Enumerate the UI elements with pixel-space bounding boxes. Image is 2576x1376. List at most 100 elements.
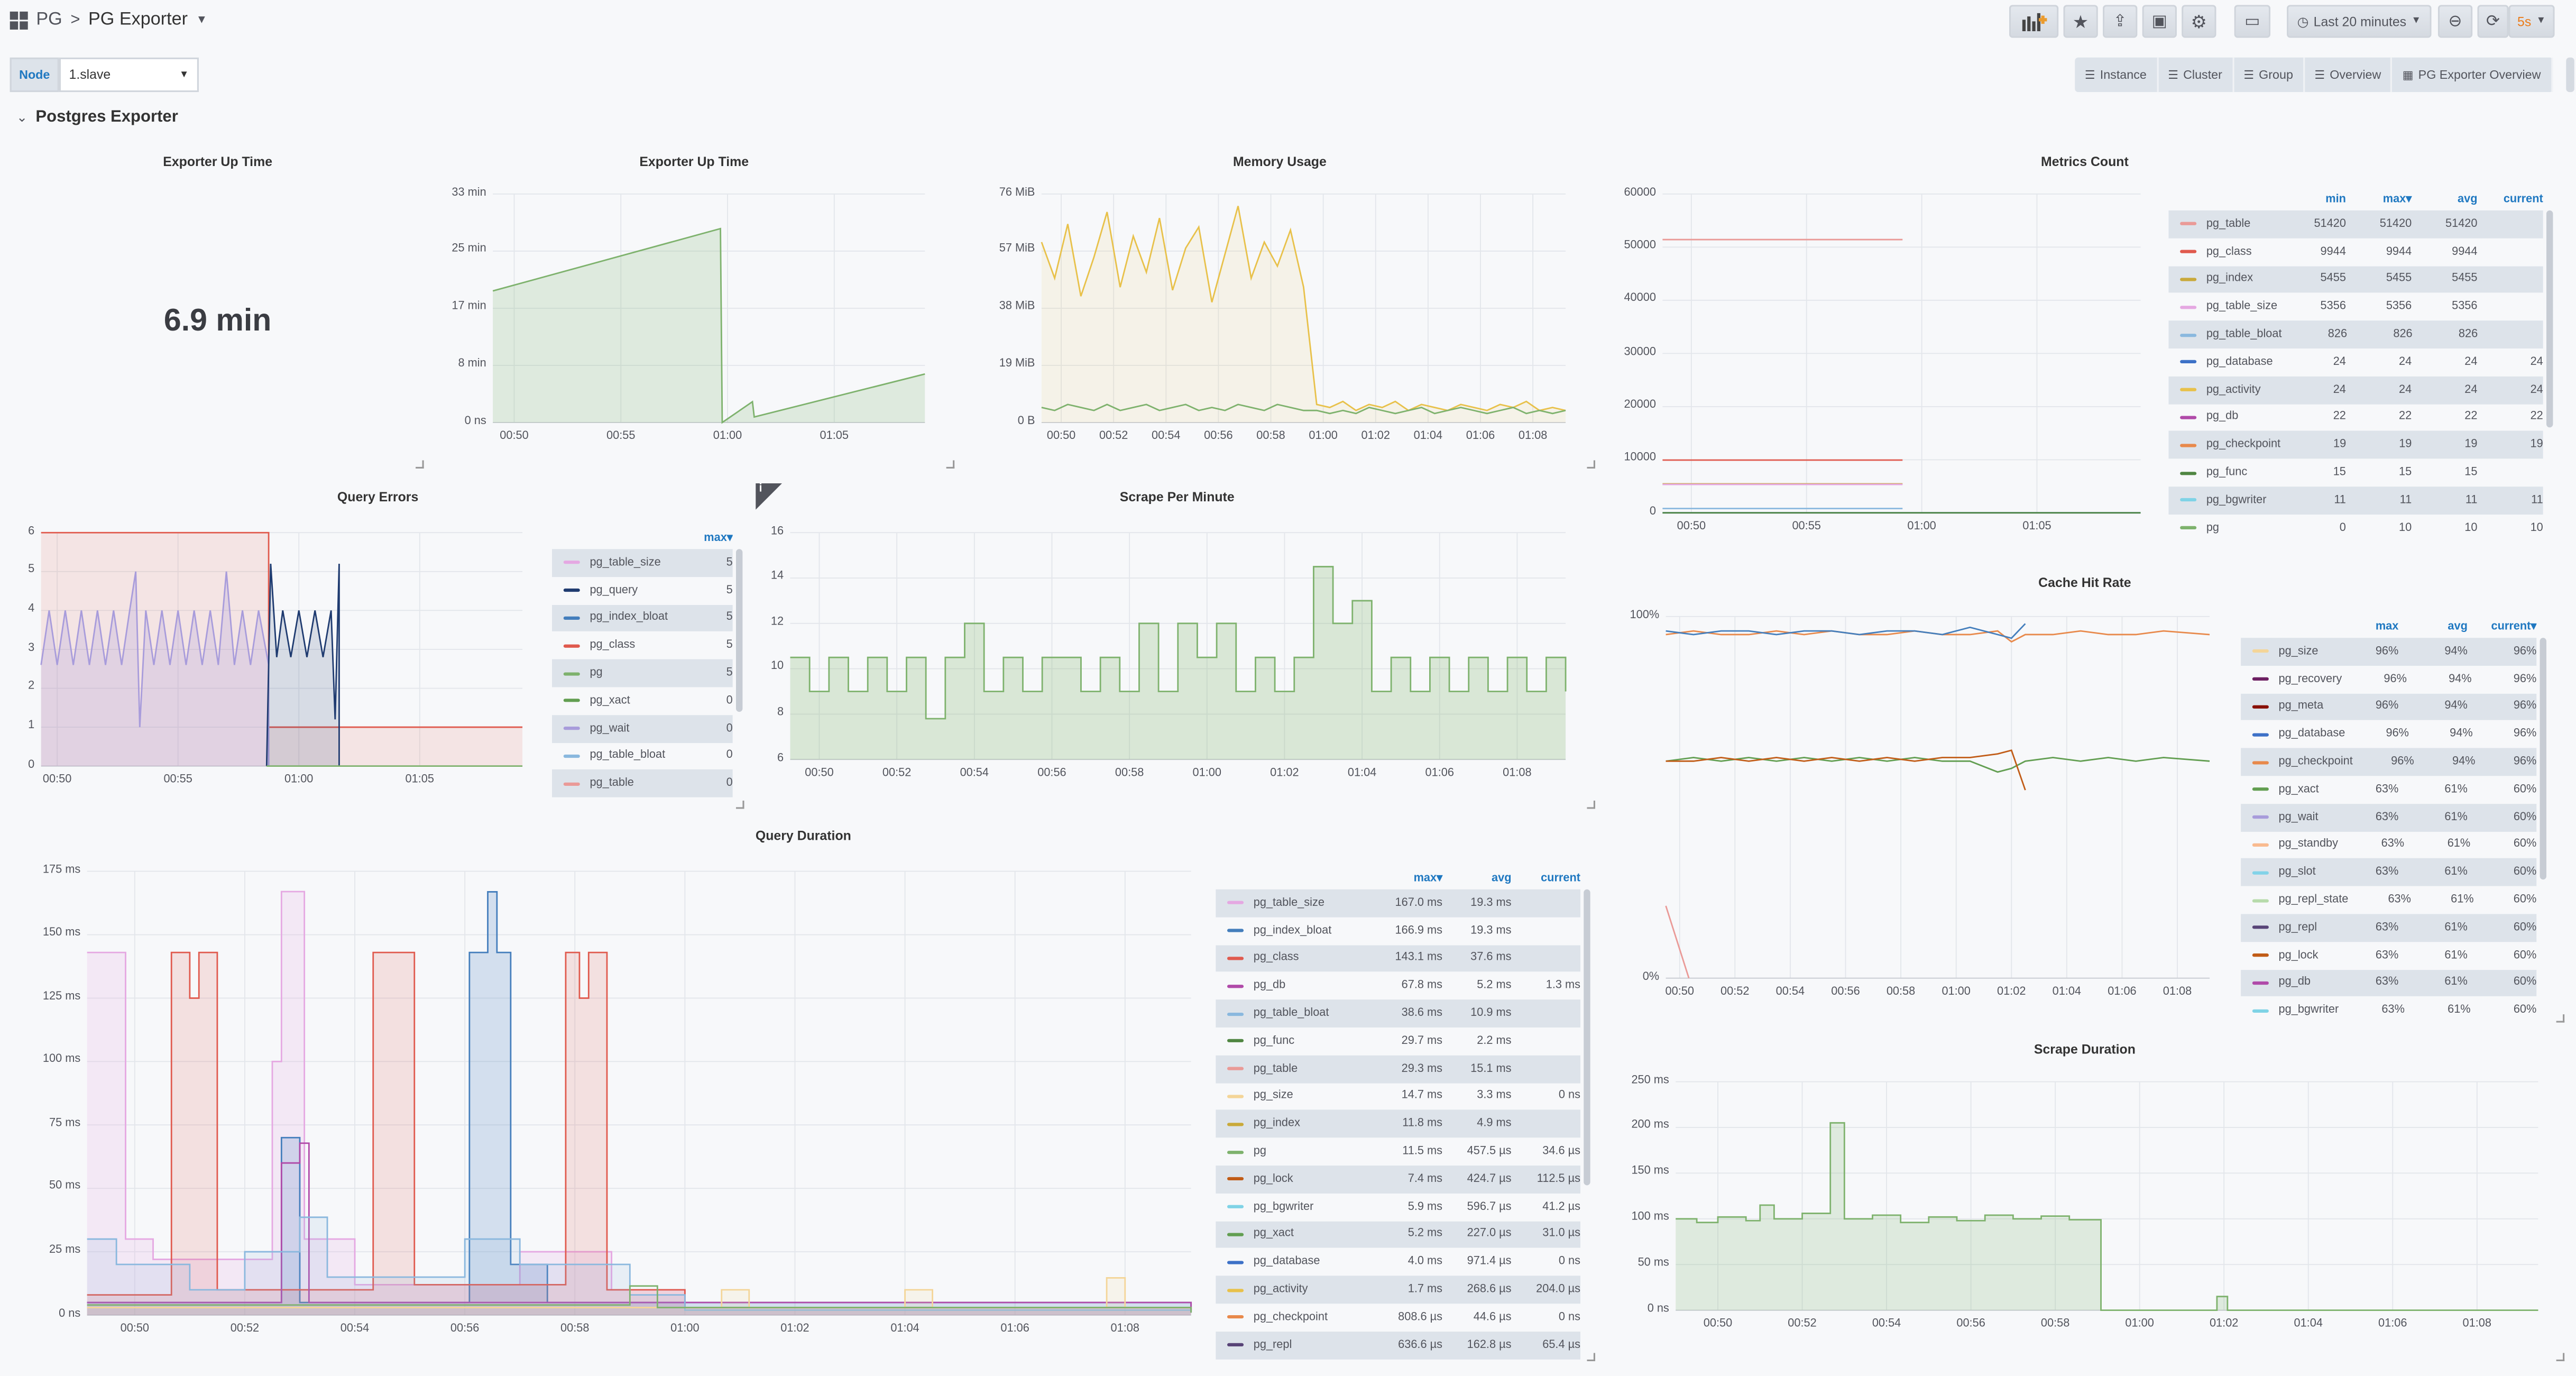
- legend-item[interactable]: pg_index 11.8 ms 4.9 ms: [1216, 1110, 1581, 1138]
- refresh-button[interactable]: ⟳: [2477, 5, 2509, 38]
- refresh-interval-picker[interactable]: 5s ▼: [2508, 5, 2555, 38]
- legend-item[interactable]: pg_lock 63% 61% 60%: [2241, 942, 2536, 969]
- chevron-down-icon[interactable]: ▼: [196, 14, 208, 26]
- legend-scrollbar[interactable]: [2546, 210, 2553, 428]
- legend-item[interactable]: pg_db 63% 61% 60%: [2241, 969, 2537, 997]
- legend-column-current[interactable]: current: [1541, 872, 1581, 884]
- panel-title[interactable]: Query Errors: [337, 490, 419, 505]
- legend-item[interactable]: pg 0 10 10 10: [2168, 514, 2543, 542]
- add-panel-button[interactable]: [2009, 5, 2059, 38]
- zoom-out-button[interactable]: ⊖: [2437, 5, 2473, 38]
- dashboard-link-instance[interactable]: ☰ Instance: [2075, 57, 2158, 93]
- legend-item[interactable]: pg_class 9944 9944 9944: [2168, 238, 2543, 265]
- legend-scrollbar[interactable]: [2540, 638, 2547, 880]
- panel-title[interactable]: Metrics Count: [2041, 154, 2129, 170]
- legend-item[interactable]: pg_table 51420 51420 51420: [2168, 210, 2543, 238]
- legend-item[interactable]: pg_wait 0: [551, 714, 733, 742]
- panel-title[interactable]: Scrape Duration: [2034, 1042, 2136, 1057]
- legend-item[interactable]: pg_checkpoint 19 19 19 19: [2168, 431, 2543, 459]
- legend-item[interactable]: pg_table 29.3 ms 15.1 ms: [1216, 1055, 1581, 1083]
- time-picker[interactable]: ◷ Last 20 minutes ▼: [2287, 5, 2432, 38]
- legend-item[interactable]: pg_activity 1.7 ms 268.6 µs 204.0 µs: [1216, 1276, 1581, 1304]
- legend-item[interactable]: pg_query 5: [552, 577, 733, 604]
- legend-item[interactable]: pg_func 29.7 ms 2.2 ms: [1216, 1028, 1580, 1055]
- dashboard-title[interactable]: PG Exporter: [88, 10, 188, 30]
- dashboard-link-cluster[interactable]: ☰ Cluster: [2158, 57, 2234, 93]
- legend-item[interactable]: pg_xact 0: [552, 687, 733, 714]
- dashboard-link-group[interactable]: ☰ Group: [2234, 57, 2305, 93]
- legend-column-max[interactable]: max▾: [1413, 873, 1443, 885]
- save-button[interactable]: ▣: [2142, 5, 2177, 38]
- row-header[interactable]: ⌄ Postgres Exporter: [16, 108, 178, 126]
- legend-item[interactable]: pg_lock 7.4 ms 424.7 µs 112.5 µs: [1216, 1165, 1581, 1194]
- node-select[interactable]: 1.slave ▼: [59, 57, 199, 93]
- legend-item[interactable]: pg_database 24 24 24 24: [2168, 348, 2543, 376]
- settings-button[interactable]: ⚙: [2182, 5, 2216, 38]
- legend-column-current[interactable]: current▾: [2491, 621, 2537, 633]
- legend-item[interactable]: pg_bgwriter 63% 61% 60%: [2241, 997, 2536, 1017]
- legend-item[interactable]: pg_slot 63% 61% 60%: [2241, 858, 2537, 887]
- legend-item[interactable]: pg_database 96% 94% 96%: [2241, 721, 2536, 748]
- legend-item[interactable]: pg_xact 63% 61% 60%: [2241, 776, 2536, 803]
- legend-column-min[interactable]: min: [2325, 193, 2346, 205]
- legend-item[interactable]: pg_standby 63% 61% 60%: [2241, 831, 2536, 859]
- legend-item[interactable]: pg_func 15 15 15: [2168, 459, 2543, 487]
- legend-scrollbar[interactable]: [735, 549, 743, 712]
- resize-handle[interactable]: [735, 800, 744, 809]
- dashboard-link-overview[interactable]: ☰ Overview: [2305, 57, 2393, 93]
- legend-item[interactable]: pg_class 5: [552, 632, 733, 659]
- legend-item[interactable]: pg_repl 63% 61% 60%: [2241, 914, 2537, 942]
- panel-title[interactable]: Query Duration: [755, 828, 851, 843]
- legend-item[interactable]: pg_table_size 167.0 ms 19.3 ms: [1216, 889, 1581, 918]
- dashboards-grid-icon[interactable]: [10, 11, 28, 29]
- panel-title[interactable]: Cache Hit Rate: [2038, 575, 2131, 591]
- legend-item[interactable]: pg_database 4.0 ms 971.4 µs 0 ns: [1216, 1249, 1580, 1276]
- legend-item[interactable]: pg_index_bloat 5: [551, 604, 733, 632]
- legend-item[interactable]: pg_class 143.1 ms 37.6 ms: [1216, 944, 1581, 973]
- scrollbar[interactable]: [2566, 57, 2574, 93]
- legend-column-max[interactable]: max▾: [704, 533, 733, 544]
- breadcrumb-folder[interactable]: PG: [36, 10, 62, 30]
- legend-column-avg[interactable]: avg: [1492, 872, 1512, 884]
- legend-item[interactable]: pg 11.5 ms 457.5 µs 34.6 µs: [1216, 1138, 1580, 1166]
- legend-scrollbar[interactable]: [1584, 889, 1590, 1186]
- legend-item[interactable]: pg_size 14.7 ms 3.3 ms 0 ns: [1216, 1083, 1580, 1110]
- legend-item[interactable]: pg_table_bloat 38.6 ms 10.9 ms: [1216, 999, 1581, 1028]
- panel-title[interactable]: Scrape Per Minute: [1119, 490, 1235, 505]
- legend-item[interactable]: pg_table_bloat 0: [552, 742, 733, 770]
- dashboard-link-pg-exporter-overview[interactable]: ▦ PG Exporter Overview: [2393, 57, 2553, 93]
- legend-column-avg[interactable]: avg: [2448, 620, 2468, 632]
- legend-item[interactable]: pg_table_bloat 826 826 826: [2168, 320, 2543, 348]
- resize-handle[interactable]: [416, 460, 424, 469]
- legend-item[interactable]: pg_table_size 5: [551, 549, 733, 577]
- resize-handle[interactable]: [1587, 1353, 1595, 1362]
- legend-column-max[interactable]: max: [2375, 620, 2399, 632]
- legend-item[interactable]: pg_checkpoint 808.6 µs 44.6 µs 0 ns: [1216, 1304, 1580, 1331]
- legend-item[interactable]: pg_checkpoint 96% 94% 96%: [2241, 748, 2537, 776]
- legend-item[interactable]: pg_table 0: [551, 770, 733, 797]
- info-icon[interactable]: i: [759, 483, 762, 495]
- tv-mode-button[interactable]: ▭: [2234, 5, 2271, 38]
- panel-title[interactable]: Memory Usage: [1232, 154, 1327, 170]
- legend-item[interactable]: pg_db 22 22 22 22: [2168, 403, 2543, 431]
- share-button[interactable]: ⇪: [2103, 5, 2138, 38]
- legend-item[interactable]: pg_table_size 5356 5356 5356: [2168, 293, 2543, 321]
- legend-item[interactable]: pg_index 5455 5455 5455: [2168, 265, 2543, 293]
- resize-handle[interactable]: [2556, 1353, 2565, 1362]
- panel-title[interactable]: Exporter Up Time: [639, 154, 749, 170]
- legend-column-avg[interactable]: avg: [2458, 193, 2478, 205]
- legend-item[interactable]: pg_repl 636.6 µs 162.8 µs 65.4 µs: [1216, 1331, 1581, 1359]
- legend-column-max[interactable]: max▾: [2382, 194, 2412, 206]
- panel-info-corner[interactable]: [756, 483, 782, 510]
- resize-handle[interactable]: [946, 460, 955, 469]
- legend-item[interactable]: pg_bgwriter 11 11 11 11: [2168, 487, 2543, 515]
- legend-item[interactable]: pg_wait 63% 61% 60%: [2241, 803, 2537, 831]
- resize-handle[interactable]: [1587, 800, 1595, 809]
- legend-item[interactable]: pg_repl_state 63% 61% 60%: [2241, 886, 2536, 914]
- legend-item[interactable]: pg_index_bloat 166.9 ms 19.3 ms: [1216, 917, 1580, 944]
- legend-item[interactable]: pg_bgwriter 5.9 ms 596.7 µs 41.2 µs: [1216, 1193, 1580, 1221]
- legend-item[interactable]: pg_db 67.8 ms 5.2 ms 1.3 ms: [1216, 972, 1580, 999]
- legend-item[interactable]: pg_activity 24 24 24 24: [2168, 376, 2543, 404]
- resize-handle[interactable]: [2556, 1014, 2565, 1023]
- legend-item[interactable]: pg_recovery 96% 94% 96%: [2241, 665, 2536, 693]
